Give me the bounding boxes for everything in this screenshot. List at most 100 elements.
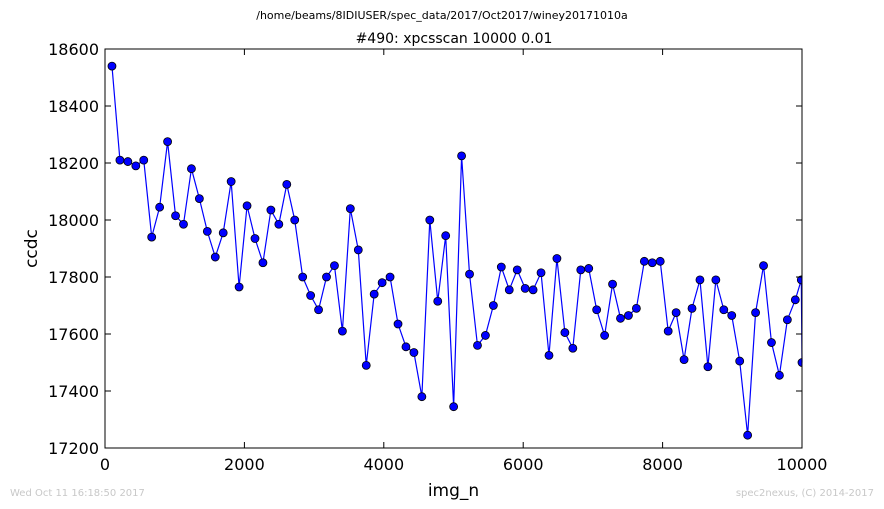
y-tick-label: 17200 <box>48 439 99 458</box>
data-point <box>560 328 570 337</box>
data-point <box>123 157 133 166</box>
data-point <box>711 275 721 285</box>
y-tick-label: 18000 <box>48 211 99 230</box>
data-point <box>790 295 800 305</box>
data-point <box>155 202 165 212</box>
data-point <box>202 226 212 236</box>
data-point <box>639 256 649 266</box>
data-point <box>282 179 292 189</box>
x-axis-title: img_n <box>428 481 479 501</box>
data-point <box>481 331 490 340</box>
data-point <box>703 362 713 372</box>
data-point <box>441 231 451 241</box>
x-tick-label: 8000 <box>642 455 683 474</box>
data-point <box>727 311 737 320</box>
data-point <box>226 177 236 186</box>
data-point <box>449 402 459 412</box>
data-point <box>679 355 689 365</box>
data-point <box>504 285 514 295</box>
data-point <box>767 338 776 347</box>
data-point <box>306 291 316 300</box>
data-point <box>512 265 522 275</box>
data-point <box>655 256 665 266</box>
data-point <box>663 326 673 336</box>
series-line <box>111 66 803 436</box>
data-point <box>631 303 641 313</box>
data-point <box>147 232 157 242</box>
data-point <box>465 269 474 279</box>
data-point <box>258 258 268 268</box>
data-point <box>163 137 172 147</box>
data-point <box>624 311 633 320</box>
x-tick-label: 6000 <box>503 455 544 474</box>
data-point <box>576 265 586 275</box>
axis-ticks: 0 2000 4000 6000 8000 10000 17200 17400 17600 178… <box>48 40 827 474</box>
data-point <box>425 215 435 225</box>
footer-timestamp: Wed Oct 11 16:18:50 2017 <box>10 488 145 499</box>
plot-area <box>107 61 803 440</box>
data-point <box>520 283 530 293</box>
plot-frame <box>104 48 803 449</box>
data-point <box>179 219 188 229</box>
data-point <box>393 319 403 329</box>
file-path-title: /home/beams/8IDIUSER/spec_data/2017/Oct2… <box>256 9 628 22</box>
x-tick-label: 2000 <box>224 455 265 474</box>
data-point <box>473 340 482 350</box>
data-point <box>782 315 792 325</box>
data-point <box>361 360 371 370</box>
data-point <box>242 201 252 211</box>
data-point <box>584 264 594 273</box>
data-point <box>330 261 339 271</box>
x-tick-label: 10000 <box>777 455 828 474</box>
data-point <box>377 278 387 288</box>
data-point <box>608 279 617 289</box>
data-point <box>695 275 705 285</box>
data-point <box>345 204 355 214</box>
data-point <box>115 155 125 165</box>
data-point <box>751 308 760 318</box>
data-point <box>314 305 323 315</box>
data-point <box>353 245 363 255</box>
x-tick-label: 4000 <box>363 455 404 474</box>
data-point <box>107 61 117 71</box>
y-tick-label: 18400 <box>48 97 99 116</box>
data-point <box>298 272 308 282</box>
data-point <box>385 272 395 282</box>
data-point <box>797 358 802 367</box>
data-point <box>433 296 443 306</box>
data-point <box>290 215 300 225</box>
data-point <box>592 305 602 315</box>
data-point <box>274 219 284 229</box>
data-point <box>544 350 554 360</box>
data-point <box>401 342 411 352</box>
data-point <box>488 301 498 310</box>
y-tick-label: 18600 <box>48 40 99 59</box>
data-point <box>528 285 538 295</box>
data-point <box>568 343 578 353</box>
data-point <box>194 194 204 204</box>
data-point <box>234 282 244 292</box>
data-point <box>337 326 347 336</box>
data-point <box>735 356 745 366</box>
data-point <box>171 211 180 221</box>
data-point <box>552 254 562 263</box>
data-point <box>600 331 610 340</box>
chart-title: #490: xpcsscan 10000 0.01 <box>356 31 553 47</box>
data-point <box>322 272 331 282</box>
data-point <box>687 303 697 313</box>
y-tick-label: 18200 <box>48 154 99 173</box>
data-point <box>187 164 196 174</box>
data-point <box>743 430 753 440</box>
y-axis-title: ccdc <box>22 229 42 268</box>
data-point <box>457 151 466 161</box>
data-point <box>796 275 802 285</box>
data-point <box>417 392 427 402</box>
y-tick-label: 17800 <box>48 268 99 287</box>
data-point <box>139 155 149 165</box>
x-tick-label: 0 <box>100 455 110 474</box>
data-point <box>671 308 681 318</box>
data-point <box>369 289 379 299</box>
data-point <box>131 161 141 171</box>
data-point <box>759 261 768 271</box>
